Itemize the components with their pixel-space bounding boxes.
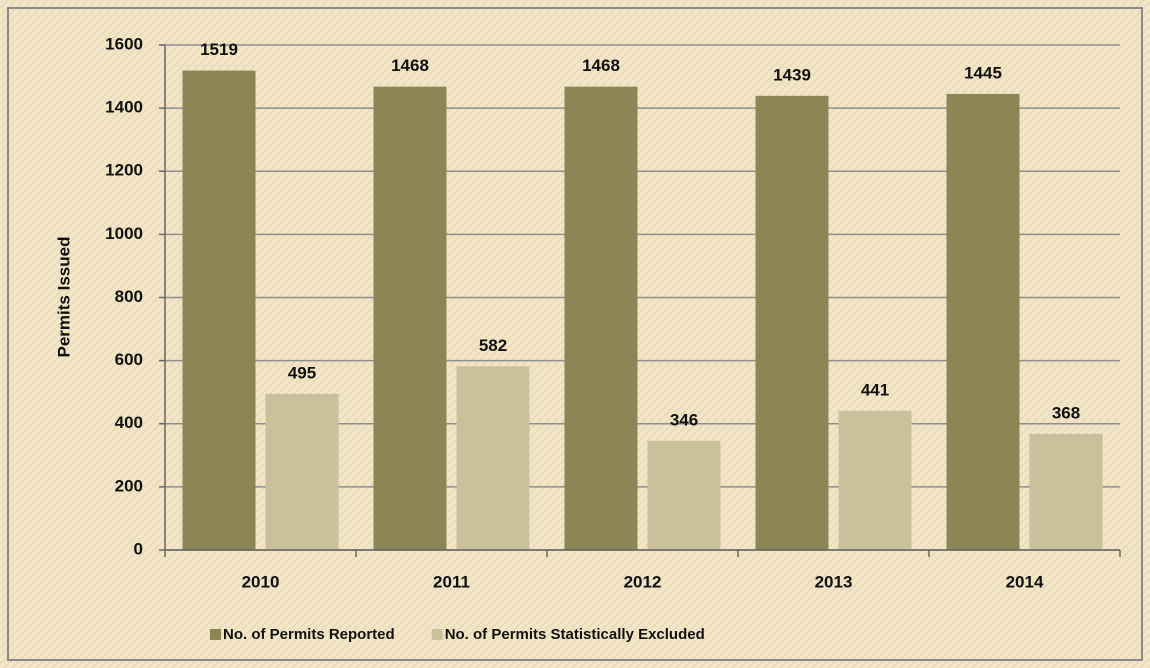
legend-swatch [431, 629, 443, 640]
x-tick-label: 2010 [242, 572, 280, 591]
legend-label: No. of Permits Reported [223, 626, 395, 643]
data-label: 1445 [964, 63, 1002, 82]
y-tick-label: 600 [115, 350, 143, 369]
y-tick-label: 1600 [105, 34, 143, 53]
y-tick-label: 400 [115, 413, 143, 432]
bar [838, 410, 912, 550]
y-tick-label: 1400 [105, 98, 143, 117]
data-label: 1468 [582, 56, 620, 75]
legend-label: No. of Permits Statistically Excluded [445, 626, 705, 643]
bar [755, 95, 829, 551]
legend-swatch [210, 629, 221, 640]
y-tick-label: 800 [115, 287, 143, 306]
x-tick-label: 2012 [624, 572, 662, 591]
data-label: 1468 [391, 56, 429, 75]
bar [182, 70, 256, 551]
data-label: 441 [861, 380, 889, 399]
x-tick-label: 2011 [433, 572, 470, 591]
data-label: 1439 [773, 65, 811, 84]
bar [564, 86, 638, 550]
frame [7, 7, 1143, 661]
bar [1029, 433, 1103, 550]
bar [456, 366, 530, 550]
bar [265, 393, 339, 550]
data-label: 346 [670, 410, 698, 429]
data-label: 495 [288, 363, 316, 382]
y-axis-label: Permits Issued [54, 237, 73, 358]
y-tick-label: 0 [134, 539, 143, 558]
bar [946, 93, 1020, 550]
y-tick-label: 1200 [105, 161, 143, 180]
y-tick-label: 1000 [105, 224, 143, 243]
x-tick-label: 2014 [1006, 572, 1044, 591]
bar [373, 86, 447, 550]
x-tick-label: 2013 [815, 572, 853, 591]
y-tick-label: 200 [115, 476, 143, 495]
data-label: 1519 [200, 40, 238, 59]
data-label: 582 [479, 336, 507, 355]
bar [647, 440, 721, 550]
data-label: 368 [1052, 403, 1080, 422]
